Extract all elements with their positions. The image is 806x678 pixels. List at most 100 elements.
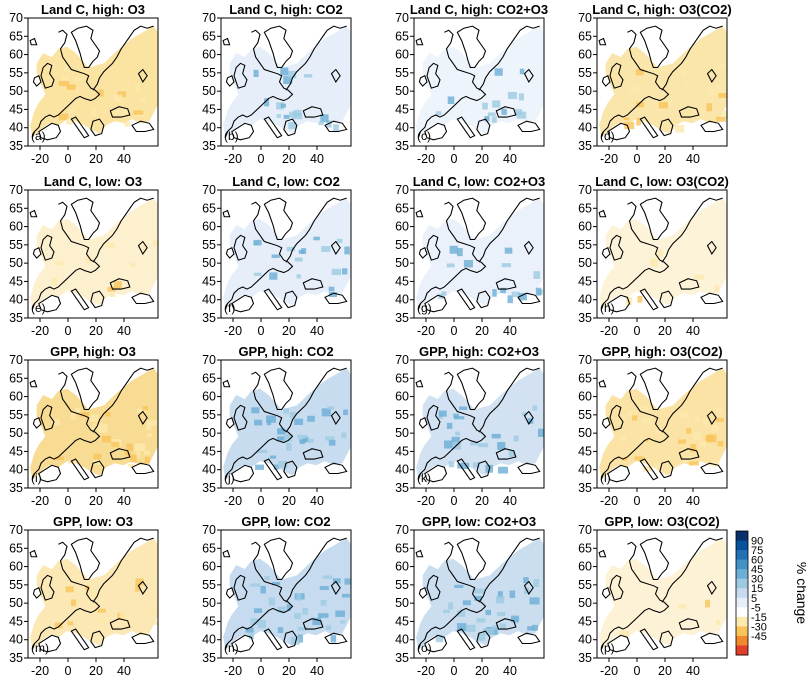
y-tick-label: 60: [395, 220, 409, 234]
x-tick-label: -20: [31, 494, 49, 508]
x-tick-label: 0: [65, 324, 72, 338]
colorbar-label: 5: [751, 593, 757, 605]
y-tick-label: 70: [9, 183, 23, 197]
y-tick-label: 55: [578, 408, 592, 422]
panel-frame: [27, 359, 159, 489]
x-tick-label: 0: [634, 324, 641, 338]
y-tick-label: 40: [9, 293, 23, 307]
x-tick-label: 20: [89, 152, 103, 166]
panel-frame: [413, 189, 545, 319]
colorbar-label: -15: [751, 612, 767, 624]
y-tick-label: 50: [395, 84, 409, 98]
x-tick-label: 20: [658, 494, 672, 508]
y-tick-label: 35: [202, 311, 216, 325]
x-tick-label: 20: [89, 664, 103, 678]
panel-label: (a): [31, 129, 46, 143]
panel-frame: [413, 17, 545, 147]
y-tick-label: 55: [9, 66, 23, 80]
x-tick-label: -20: [600, 324, 618, 338]
y-tick-label: 45: [395, 614, 409, 628]
x-tick-label: 20: [282, 324, 296, 338]
panel-title: Land C, low: O3(CO2): [595, 174, 729, 189]
y-tick-label: 65: [395, 201, 409, 215]
x-tick-label: 0: [65, 494, 72, 508]
panel-label: (o): [417, 641, 432, 655]
y-tick-label: 35: [578, 481, 592, 495]
panel-frame: [220, 529, 352, 659]
x-tick-label: 40: [310, 664, 324, 678]
x-tick-label: 20: [89, 494, 103, 508]
y-tick-label: 35: [9, 481, 23, 495]
x-tick-label: 0: [258, 494, 265, 508]
y-tick-label: 55: [202, 408, 216, 422]
y-tick-label: 60: [202, 220, 216, 234]
x-tick-label: 20: [475, 324, 489, 338]
y-tick-label: 60: [578, 390, 592, 404]
panel-label: (i): [31, 471, 42, 485]
x-tick-label: 40: [686, 494, 700, 508]
x-tick-label: 40: [310, 494, 324, 508]
x-tick-label: 20: [658, 664, 672, 678]
panel-frame: [596, 189, 728, 319]
y-tick-label: 45: [578, 444, 592, 458]
panel-label: (n): [224, 641, 239, 655]
map-panel: GPP, low: O3(CO2) 35 40 45 50 55 60 65 70 -20 0 20 4…: [578, 514, 728, 678]
x-tick-label: 40: [310, 324, 324, 338]
y-tick-label: 35: [202, 481, 216, 495]
map-panel: GPP, high: CO2 35 40 45 50 55 60 65 70 -20 0 20 40 (j…: [202, 344, 352, 508]
y-tick-label: 65: [395, 371, 409, 385]
y-tick-label: 35: [202, 651, 216, 665]
x-tick-label: 40: [117, 664, 131, 678]
x-tick-label: 20: [282, 152, 296, 166]
y-tick-label: 55: [395, 238, 409, 252]
x-tick-label: 20: [282, 664, 296, 678]
y-tick-label: 70: [395, 183, 409, 197]
y-tick-label: 70: [578, 353, 592, 367]
y-tick-label: 55: [202, 578, 216, 592]
y-tick-label: 40: [202, 293, 216, 307]
x-tick-label: -20: [600, 494, 618, 508]
y-tick-label: 40: [578, 293, 592, 307]
x-tick-label: 0: [634, 664, 641, 678]
colorbar-swatch: [736, 626, 748, 637]
y-tick-label: 65: [578, 201, 592, 215]
y-tick-label: 65: [9, 201, 23, 215]
y-tick-label: 50: [395, 596, 409, 610]
colorbar-label: 60: [751, 555, 763, 567]
colorbar-swatch: [736, 569, 748, 580]
x-tick-label: 20: [658, 152, 672, 166]
y-tick-label: 35: [202, 139, 216, 153]
y-tick-label: 35: [395, 311, 409, 325]
x-tick-label: -20: [600, 152, 618, 166]
map-panel: Land C, low: O3 35 40 45 50 55 60 65 70 -20 0 20 40 (…: [9, 174, 159, 338]
y-tick-label: 60: [202, 390, 216, 404]
y-tick-label: 45: [202, 444, 216, 458]
x-tick-label: -20: [224, 494, 242, 508]
y-tick-label: 60: [578, 48, 592, 62]
map-panel: GPP, low: CO2+O3 35 40 45 50 55 60 65 70 -20 0 20 40…: [395, 514, 545, 678]
y-tick-label: 70: [395, 11, 409, 25]
y-tick-label: 50: [9, 596, 23, 610]
colorbar-label: -30: [751, 621, 767, 633]
y-tick-label: 55: [9, 408, 23, 422]
map-panel: GPP, low: O3 35 40 45 50 55 60 65 70 -20 0 20 40 (m): [9, 514, 159, 678]
x-tick-label: 0: [65, 152, 72, 166]
x-tick-label: -20: [417, 152, 435, 166]
y-tick-label: 40: [9, 121, 23, 135]
panel-label: (k): [417, 471, 431, 485]
y-tick-label: 40: [202, 463, 216, 477]
y-tick-label: 65: [9, 541, 23, 555]
y-tick-label: 40: [202, 121, 216, 135]
panel-label: (d): [600, 129, 615, 143]
x-tick-label: 40: [117, 324, 131, 338]
panel-title: GPP, low: O3: [53, 514, 133, 529]
colorbar-swatch: [736, 597, 748, 608]
y-tick-label: 50: [395, 426, 409, 440]
y-tick-label: 50: [9, 84, 23, 98]
x-tick-label: 40: [686, 664, 700, 678]
y-tick-label: 60: [395, 560, 409, 574]
x-tick-label: -20: [417, 324, 435, 338]
panel-title: Land C, low: CO2+O3: [413, 174, 546, 189]
x-tick-label: 0: [451, 324, 458, 338]
x-tick-label: 0: [65, 664, 72, 678]
